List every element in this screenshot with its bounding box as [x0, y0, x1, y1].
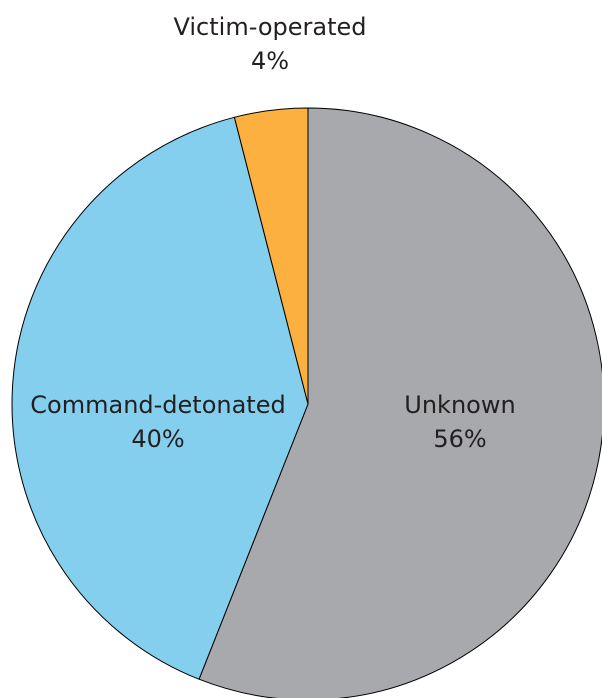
slice-value-unknown: 56% — [433, 425, 486, 453]
slice-label-unknown: Unknown — [404, 391, 515, 419]
pie-slice-victim-operated — [233, 107, 309, 405]
slice-value-victim-operated: 4% — [251, 47, 289, 75]
pie-slice-command-detonated — [11, 116, 309, 680]
pie-labels: Unknown 56% Command-detonated 40% Victim-ope… — [30, 13, 515, 453]
slice-value-command-detonated: 40% — [131, 425, 184, 453]
slice-label-command-detonated: Command-detonated — [30, 391, 285, 419]
slice-label-victim-operated: Victim-operated — [174, 13, 367, 41]
pie-slices — [11, 107, 602, 698]
pie-slice-unknown — [198, 107, 602, 698]
